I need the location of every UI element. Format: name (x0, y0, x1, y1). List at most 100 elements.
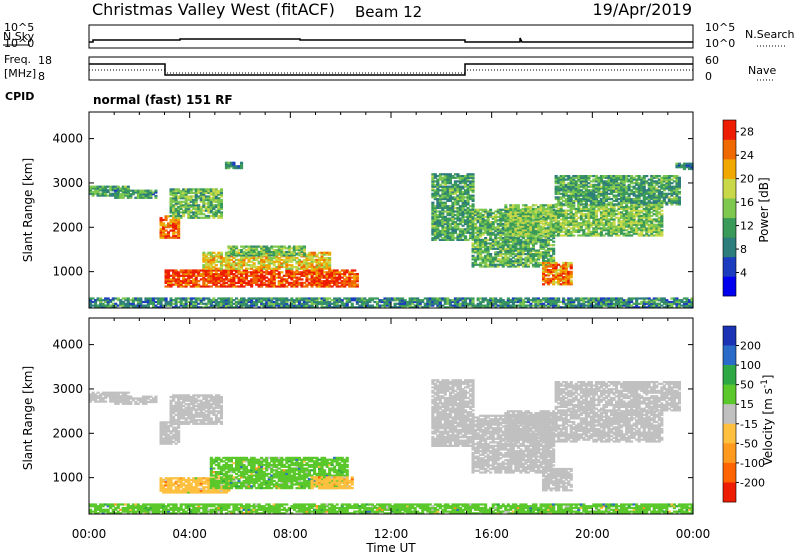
heatmap-cell (227, 267, 231, 270)
heatmap-cell (675, 175, 679, 178)
heatmap-cell (549, 214, 553, 218)
heatmap-cell (610, 206, 614, 209)
heatmap-cell (466, 206, 470, 210)
heatmap-cell (458, 208, 462, 211)
heatmap-cell (547, 206, 551, 209)
heatmap-cell (650, 175, 654, 178)
heatmap-cell (451, 205, 455, 208)
heatmap-cell (297, 245, 301, 248)
heatmap-cell (466, 210, 470, 213)
heatmap-cell (240, 245, 244, 248)
heatmap-cell (672, 185, 676, 188)
heatmap-cell (526, 230, 530, 233)
heatmap-cell (501, 240, 505, 243)
heatmap-cell (433, 189, 437, 192)
heatmap-cell (494, 256, 498, 259)
heatmap-cell (154, 191, 158, 194)
heatmap-cell (567, 187, 571, 190)
heatmap-cell (655, 229, 659, 232)
heatmap-cell (516, 242, 520, 245)
heatmap-cell (650, 214, 654, 218)
heatmap-cell (567, 185, 571, 188)
heatmap-cell (640, 190, 644, 194)
heatmap-cell (433, 180, 437, 183)
heatmap-cell (484, 222, 488, 226)
heatmap-cell (660, 234, 664, 237)
heatmap-cell (464, 203, 468, 206)
heatmap-cell (509, 251, 513, 254)
heatmap-cell (285, 280, 289, 283)
heatmap-cell (204, 269, 208, 272)
heatmap-cell (524, 238, 528, 241)
heatmap-cell (453, 226, 457, 229)
heatmap-cell (599, 218, 603, 221)
heatmap-cell (637, 234, 641, 237)
heatmap-cell (325, 260, 329, 263)
heatmap-cell (642, 223, 646, 226)
heatmap-cell (612, 211, 616, 214)
heatmap-cell (451, 190, 455, 194)
heatmap-cell (202, 216, 206, 219)
heatmap-cell (501, 244, 505, 247)
heatmap-cell (511, 204, 515, 207)
heatmap-cell (602, 229, 606, 232)
heatmap-cell (192, 206, 196, 209)
heatmap-cell (310, 262, 314, 265)
heatmap-cell (569, 216, 573, 219)
heatmap-cell (431, 183, 435, 186)
heatmap-cell (547, 242, 551, 245)
heatmap-cell (486, 263, 490, 266)
heatmap-cell (506, 249, 510, 252)
heatmap-cell (184, 211, 188, 214)
heatmap-cell (627, 207, 631, 210)
heatmap-cell (672, 201, 676, 204)
heatmap-cell (469, 231, 473, 234)
heatmap-cell (474, 217, 478, 220)
heatmap-cell (569, 276, 573, 279)
heatmap-cell (272, 257, 276, 260)
heatmap-cell (594, 211, 598, 214)
heatmap-cell (620, 189, 624, 192)
heatmap-cell (574, 209, 578, 212)
heatmap-cell (652, 194, 656, 197)
heatmap-cell (562, 281, 566, 284)
heatmap-cell (325, 273, 329, 276)
heatmap-cell (141, 196, 145, 199)
heatmap-cell (307, 265, 311, 269)
heatmap-cell (280, 264, 284, 267)
heatmap-cell (167, 285, 171, 288)
heatmap-cell (466, 190, 470, 194)
heatmap-cell (139, 194, 143, 198)
heatmap-cell (652, 207, 656, 210)
heatmap-cell (295, 280, 299, 283)
heatmap-cell (469, 222, 473, 226)
heatmap-cell (554, 185, 558, 188)
heatmap-cell (353, 280, 357, 283)
heatmap-cell (514, 260, 518, 263)
heatmap-cell (662, 199, 666, 202)
heatmap-cell (116, 196, 120, 199)
heatmap-cell (577, 211, 581, 214)
heatmap-cell (116, 193, 120, 196)
heatmap-cell (207, 258, 211, 261)
heatmap-cell (282, 285, 286, 288)
heatmap-cell (559, 214, 563, 218)
heatmap-cell (610, 211, 614, 214)
heatmap-cell (564, 279, 568, 282)
heatmap-cell (592, 185, 596, 188)
heatmap-cell (602, 187, 606, 190)
heatmap-cell (433, 226, 437, 229)
heatmap-cell (471, 182, 475, 185)
heatmap-cell (464, 208, 468, 211)
heatmap-cell (217, 211, 221, 214)
heatmap-cell (526, 240, 530, 243)
heatmap-cell (247, 264, 251, 267)
heatmap-cell (471, 231, 475, 234)
heatmap-cell (582, 220, 586, 223)
heatmap-cell (572, 192, 576, 195)
heatmap-cell (275, 258, 279, 261)
heatmap-cell (305, 267, 309, 270)
heatmap-cell (325, 278, 329, 281)
heatmap-cell (242, 280, 246, 283)
heatmap-cell (159, 236, 163, 239)
